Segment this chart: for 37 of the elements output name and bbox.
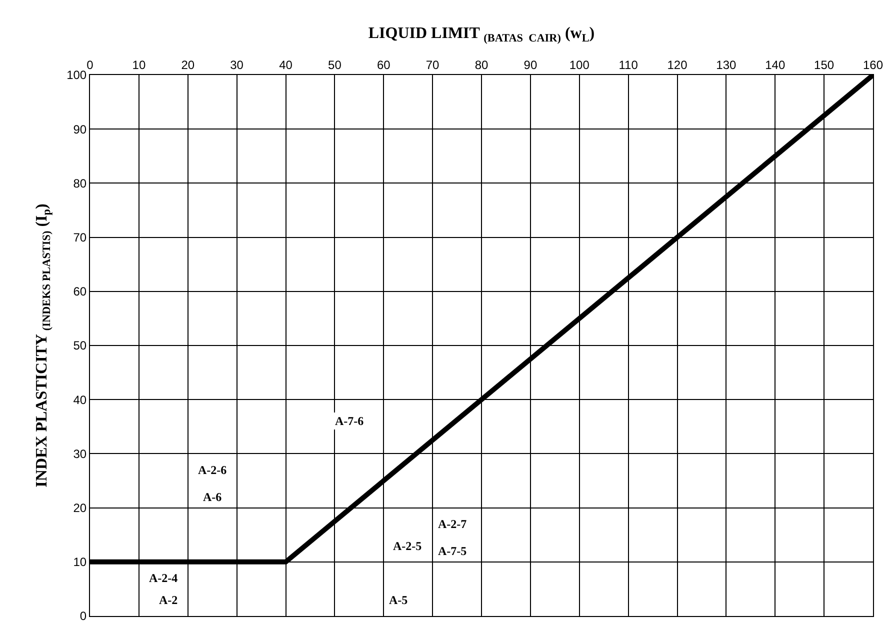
x-tick-label: 150 — [814, 58, 834, 72]
y-tick-label: 0 — [80, 609, 87, 624]
x-axis-title: LIQUID LIMIT $_{(BATAS CAIR)}$ (w$_{L}$) — [368, 25, 595, 44]
x-tick-label: 70 — [426, 58, 440, 72]
y-tick-label: 70 — [73, 230, 87, 244]
y-tick-label: 30 — [73, 446, 87, 461]
annotation: A-2-5 — [393, 539, 422, 553]
x-tick-label: 100 — [569, 58, 590, 72]
x-tick-label: 80 — [474, 58, 488, 72]
x-tick-label: 40 — [279, 58, 293, 72]
annotation: A-2 — [159, 593, 178, 607]
y-tick-label: 40 — [73, 392, 87, 407]
y-tick-label: 50 — [73, 338, 87, 353]
x-tick-label: 140 — [765, 58, 786, 72]
x-tick-label: 20 — [181, 58, 195, 72]
y-tick-label: 10 — [73, 555, 87, 570]
annotation: A-2-6 — [198, 463, 227, 477]
annotation: A-2-7 — [438, 517, 467, 531]
x-tick-label: 130 — [716, 58, 737, 72]
x-tick-label: 10 — [132, 58, 146, 72]
annotation: A-5 — [389, 593, 408, 607]
annotation: A-7-5 — [438, 544, 467, 558]
y-tick-label: 90 — [73, 122, 87, 136]
annotation: A-2-4 — [149, 571, 178, 585]
x-tick-label: 110 — [618, 58, 638, 72]
y-tick-label: 20 — [73, 501, 87, 515]
annotation: A-7-6 — [335, 414, 364, 428]
x-tick-label: 160 — [862, 58, 884, 72]
x-tick-label: 120 — [667, 58, 688, 72]
x-tick-label: 90 — [524, 58, 538, 72]
y-tick-label: 80 — [73, 176, 87, 190]
y-tick-label: 60 — [73, 284, 87, 299]
x-tick-label: 50 — [328, 58, 342, 72]
x-tick-label: 30 — [230, 58, 244, 72]
x-tick-label: 60 — [376, 58, 391, 72]
y-tick-label: 100 — [66, 68, 87, 82]
annotation: A-6 — [203, 490, 222, 504]
